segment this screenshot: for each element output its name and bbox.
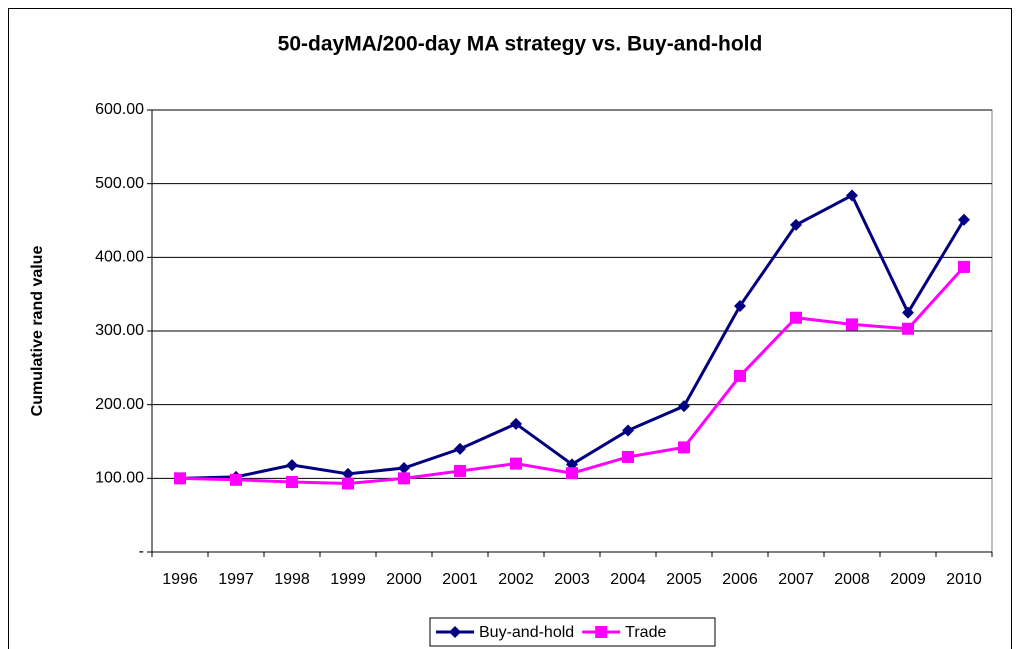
y-tick-label: 100.00 (95, 470, 144, 487)
marker (342, 467, 354, 480)
marker (678, 400, 690, 413)
marker (510, 457, 522, 470)
marker (958, 213, 970, 226)
y-tick-label: 500.00 (95, 175, 144, 192)
legend-label: Buy-and-hold (479, 624, 574, 641)
x-tick-label: 2008 (834, 571, 870, 588)
y-tick-label: 400.00 (95, 249, 144, 266)
marker (902, 322, 914, 335)
y-tick-label: 300.00 (95, 322, 144, 339)
legend-box (429, 617, 716, 647)
x-tick-label: 2001 (442, 571, 478, 588)
x-tick-label: 2006 (722, 571, 758, 588)
marker (734, 299, 746, 312)
x-tick-label: 2003 (554, 571, 590, 588)
y-axis-label: Cumulative rand value (29, 246, 46, 417)
marker (566, 467, 578, 480)
marker (902, 306, 914, 319)
marker (958, 260, 970, 273)
marker (174, 472, 186, 485)
x-tick-label: 2004 (610, 571, 646, 588)
marker (230, 473, 242, 486)
y-tick-label: 600.00 (95, 101, 144, 118)
marker (734, 369, 746, 382)
x-tick-label: 1998 (274, 571, 310, 588)
marker (342, 477, 354, 490)
chart-title: 50-dayMA/200-day MA strategy vs. Buy-and… (278, 33, 763, 56)
marker (286, 459, 298, 472)
marker (510, 417, 522, 430)
x-tick-label: 2005 (666, 571, 702, 588)
marker (790, 311, 802, 324)
marker (622, 450, 634, 463)
x-tick-label: 2010 (946, 571, 982, 588)
legend-label: Trade (625, 624, 666, 641)
y-tick-label: - (139, 543, 144, 560)
x-tick-label: 1997 (218, 571, 254, 588)
marker (454, 464, 466, 477)
marker (454, 442, 466, 455)
marker (790, 218, 802, 231)
marker (846, 318, 858, 331)
x-tick-label: 2000 (386, 571, 422, 588)
marker (449, 626, 461, 638)
x-tick-label: 2002 (498, 571, 534, 588)
marker (678, 441, 690, 454)
marker (398, 472, 410, 485)
x-tick-label: 1996 (162, 571, 198, 588)
marker (622, 424, 634, 437)
marker (846, 189, 858, 202)
y-tick-label: 200.00 (95, 396, 144, 413)
marker (286, 476, 298, 489)
x-tick-label: 2009 (890, 571, 926, 588)
x-tick-label: 2007 (778, 571, 814, 588)
marker (595, 626, 608, 638)
x-tick-label: 1999 (330, 571, 366, 588)
marker (398, 462, 410, 475)
